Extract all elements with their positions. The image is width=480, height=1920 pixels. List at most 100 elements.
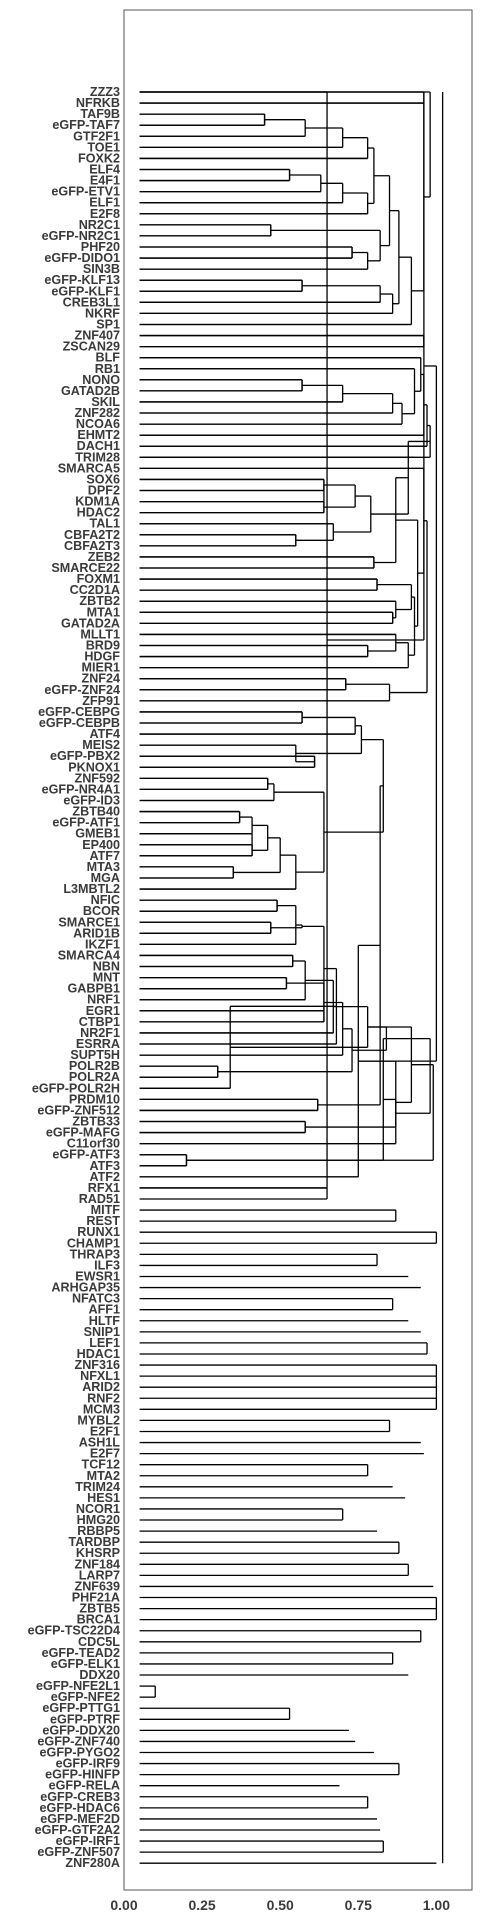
leaf-label: ZBTB33	[72, 1115, 120, 1129]
leaf-label: NFATC3	[72, 1292, 120, 1306]
leaf-label: TOE1	[87, 140, 120, 154]
leaf-label: eGFP-POLR2H	[32, 1081, 120, 1095]
leaf-label: NBN	[93, 960, 120, 974]
leaf-label: SKIL	[91, 395, 120, 409]
leaf-label: BRD9	[86, 639, 120, 653]
x-tick-label: 1.00	[423, 1897, 450, 1913]
leaf-label: eGFP-DDX20	[42, 1723, 120, 1737]
leaf-label: ZFP91	[82, 694, 120, 708]
leaf-label: eGFP-CEBPB	[39, 716, 120, 730]
leaf-label: eGFP-TEAD2	[42, 1646, 120, 1660]
leaf-label: eGFP-CEBPG	[38, 705, 120, 719]
leaf-label: eGFP-IRF1	[56, 1834, 120, 1848]
leaf-label: CBFA2T2	[64, 528, 120, 542]
leaf-label: ATF3	[89, 1159, 120, 1173]
leaf-label: SUPT5H	[70, 1048, 120, 1062]
leaf-label: TAL1	[89, 517, 120, 531]
leaf-label: NCOR1	[76, 1502, 120, 1516]
leaf-label: EHMT2	[77, 428, 120, 442]
leaf-label: MIER1	[82, 661, 121, 675]
leaf-label: ATF4	[89, 727, 120, 741]
leaf-label: SMARCE1	[58, 915, 120, 929]
leaf-label: E4F1	[90, 174, 120, 188]
leaf-label: E2F7	[90, 1447, 120, 1461]
leaf-label: eGFP-IRF9	[56, 1757, 120, 1771]
leaf-label: eGFP-ETV1	[51, 185, 120, 199]
leaf-label: eGFP-ELK1	[51, 1657, 120, 1671]
leaf-label: NCOA6	[76, 417, 120, 431]
leaf-label: GATAD2B	[61, 384, 120, 398]
leaf-label: TARDBP	[68, 1535, 120, 1549]
leaf-label: SOX6	[86, 472, 120, 486]
leaf-label: SMARCE22	[51, 561, 120, 575]
leaf-label: ZBTB5	[79, 1602, 120, 1616]
leaf-label: ILF3	[94, 1258, 120, 1272]
leaf-label: ZNF282	[75, 406, 121, 420]
leaf-label: ZZZ3	[90, 85, 120, 99]
leaf-label: EP400	[82, 838, 120, 852]
leaf-label: MTA1	[87, 605, 120, 619]
leaf-label: ATF2	[89, 1170, 120, 1184]
leaf-label: eGFP-KLF1	[51, 284, 120, 298]
leaf-label: eGFP-HDAC6	[40, 1801, 120, 1815]
leaf-label: NRF1	[87, 993, 120, 1007]
leaf-label: eGFP-GTF2A2	[35, 1823, 120, 1837]
leaf-label: TAF9B	[80, 107, 120, 121]
leaf-label: HES1	[87, 1491, 120, 1505]
leaf-label: SMARCA5	[58, 461, 120, 475]
leaf-label: GMEB1	[75, 827, 120, 841]
leaf-label: LARP7	[79, 1568, 120, 1582]
leaf-label: ZSCAN29	[63, 340, 120, 354]
leaf-label: eGFP-CREB3	[40, 1790, 120, 1804]
leaf-label: ZBTB2	[79, 594, 120, 608]
leaf-label: ARHGAP35	[51, 1281, 120, 1295]
leaf-label: THRAP3	[70, 1247, 120, 1261]
leaf-label: NFRKB	[76, 96, 120, 110]
leaf-label: eGFP-NR2C1	[42, 229, 120, 243]
leaf-label: LEF1	[89, 1336, 120, 1350]
leaf-label: E2F1	[90, 1424, 120, 1438]
leaf-label: PRDM10	[69, 1092, 120, 1106]
leaf-label: eGFP-KLF13	[44, 273, 120, 287]
leaf-label: RNF2	[87, 1391, 120, 1405]
leaf-label: MLLT1	[80, 627, 120, 641]
x-tick-label: 0.50	[267, 1897, 294, 1913]
leaf-label: NR2F1	[80, 1026, 120, 1040]
leaf-label: MEIS2	[82, 738, 120, 752]
leaf-label: GTF2F1	[73, 129, 120, 143]
leaf-label: PHF20	[81, 240, 120, 254]
leaf-label: ATF7	[89, 849, 120, 863]
leaf-label: eGFP-ZNF24	[44, 683, 120, 697]
leaf-label: ZNF184	[75, 1557, 121, 1571]
leaf-label: MYBL2	[77, 1413, 120, 1427]
leaf-label: NKRF	[85, 306, 120, 320]
leaf-label: CREB3L1	[63, 295, 120, 309]
x-tick-label: 0.00	[110, 1897, 137, 1913]
leaf-label: TCF12	[82, 1458, 121, 1472]
leaf-label: MITF	[91, 1203, 121, 1217]
leaf-label: eGFP-RELA	[49, 1779, 120, 1793]
leaf-label: NONO	[82, 373, 120, 387]
leaf-label: ZNF24	[82, 672, 121, 686]
leaf-label: eGFP-ZNF507	[37, 1845, 120, 1859]
leaf-label: AFF1	[89, 1303, 120, 1317]
leaf-label: ZNF316	[75, 1358, 121, 1372]
leaf-label: eGFP-ID3	[63, 793, 120, 807]
leaf-label: RAD51	[79, 1192, 120, 1206]
leaf-label: FOXM1	[77, 572, 120, 586]
leaf-label: NFXL1	[80, 1369, 120, 1383]
leaf-label: MTA3	[87, 860, 120, 874]
leaf-label: PKNOX1	[68, 760, 120, 774]
leaf-label: HLTF	[89, 1314, 121, 1328]
leaf-label: eGFP-NFE2L1	[36, 1679, 120, 1693]
leaf-label: SMARCA4	[58, 948, 120, 962]
leaf-label: L3MBTL2	[63, 882, 120, 896]
leaf-label: CTBP1	[79, 1015, 120, 1029]
leaf-label: KHSRP	[76, 1546, 120, 1560]
leaf-label: eGFP-PBX2	[50, 749, 120, 763]
leaf-label: ELF4	[89, 162, 120, 176]
leaf-label: CBFA2T3	[64, 539, 120, 553]
leaf-label: eGFP-ZNF740	[37, 1734, 120, 1748]
leaf-label: C11orf30	[67, 1137, 120, 1151]
leaf-label: HMG20	[77, 1513, 120, 1527]
